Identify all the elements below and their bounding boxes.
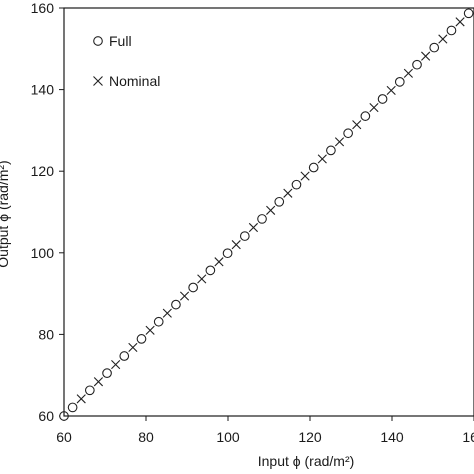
x-tick-label: 140	[380, 429, 404, 445]
nominal-point	[403, 68, 413, 78]
data-points	[59, 8, 474, 421]
legend-full-marker	[93, 36, 103, 46]
y-tick-label: 120	[31, 163, 55, 179]
nominal-point	[111, 360, 121, 370]
nominal-point	[283, 188, 293, 198]
legend: Full Nominal	[93, 33, 160, 89]
nominal-point	[369, 102, 379, 113]
nominal-point	[214, 257, 224, 267]
nominal-point	[455, 17, 465, 27]
full-point	[257, 214, 267, 224]
y-tick-label: 160	[31, 0, 55, 16]
full-point	[360, 111, 371, 121]
full-point	[326, 145, 336, 156]
full-point	[377, 94, 388, 104]
full-point	[463, 8, 474, 19]
full-point	[429, 42, 440, 53]
full-point	[102, 368, 112, 379]
nominal-point	[266, 205, 276, 215]
full-point	[446, 25, 457, 36]
y-tick-label: 80	[38, 326, 54, 342]
plot-frame	[63, 7, 474, 417]
x-tick-label: 120	[298, 429, 322, 445]
full-point	[412, 59, 422, 70]
full-point	[153, 316, 164, 327]
full-point	[239, 231, 250, 241]
nominal-point	[334, 137, 345, 147]
nominal-point	[317, 154, 327, 164]
nominal-point	[93, 377, 104, 387]
x-axis-ticks: 60 80 100 120 140 160	[56, 416, 474, 445]
nominal-point	[300, 171, 310, 181]
nominal-point	[76, 394, 86, 404]
nominal-point	[248, 222, 259, 233]
full-point	[291, 179, 302, 190]
full-point	[67, 402, 78, 413]
x-axis-label: Input ϕ (rad/m²)	[258, 453, 355, 469]
x-tick-label: 60	[56, 429, 72, 445]
nominal-point	[179, 291, 190, 301]
legend-nominal-marker	[93, 76, 103, 86]
legend-full-label: Full	[109, 33, 132, 49]
nominal-point	[438, 34, 448, 44]
nominal-point	[352, 120, 362, 130]
full-point	[205, 265, 216, 276]
nominal-point	[386, 85, 396, 96]
legend-nominal-label: Nominal	[109, 73, 160, 89]
full-point	[171, 299, 181, 310]
nominal-point	[421, 51, 431, 61]
y-tick-label: 140	[31, 82, 55, 98]
nominal-point	[197, 274, 207, 284]
nominal-point	[145, 325, 155, 335]
x-tick-label: 100	[216, 429, 240, 445]
full-point	[308, 162, 319, 173]
y-tick-label: 100	[31, 245, 55, 261]
nominal-point	[231, 240, 241, 250]
y-tick-label: 60	[38, 408, 54, 424]
nominal-point	[162, 308, 172, 318]
full-point	[343, 128, 353, 139]
x-tick-label: 160	[462, 429, 474, 445]
x-tick-label: 80	[138, 429, 154, 445]
full-point	[394, 76, 405, 87]
nominal-point	[128, 342, 138, 353]
full-point	[274, 196, 285, 207]
full-point	[84, 385, 95, 396]
full-point	[136, 334, 147, 344]
y-axis-label: Output ϕ (rad/m²)	[0, 160, 11, 267]
full-point	[222, 248, 233, 259]
full-point	[188, 282, 198, 293]
y-axis-ticks: 60 80 100 120 140 160	[31, 0, 64, 424]
full-point	[119, 351, 130, 361]
